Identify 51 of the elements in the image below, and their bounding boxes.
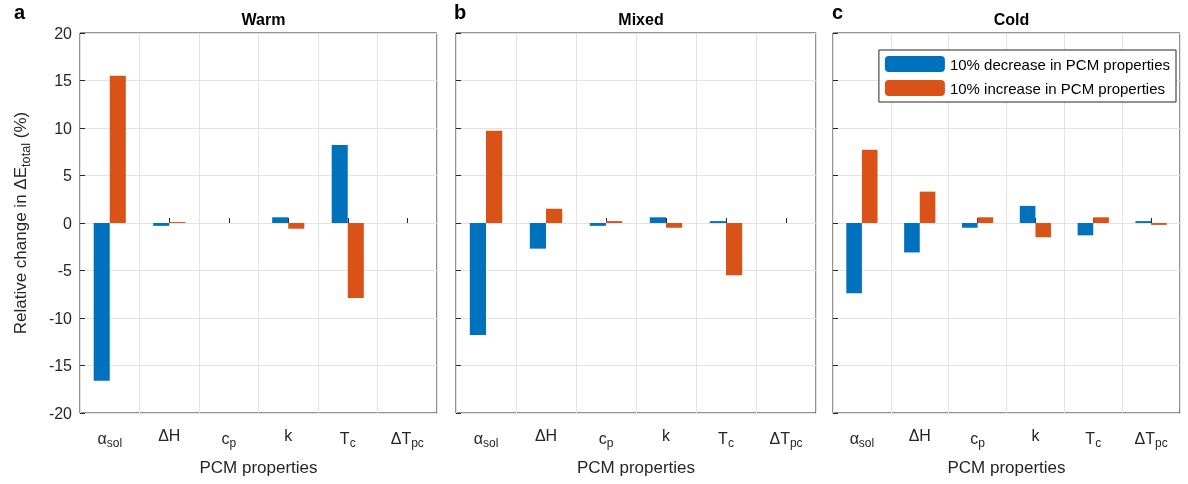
bar <box>726 223 743 276</box>
bar <box>486 130 503 223</box>
x-tick-label: k <box>1031 426 1041 444</box>
chart-title: Mixed <box>618 10 664 28</box>
bar <box>666 223 683 228</box>
bar <box>977 217 994 223</box>
y-tick-label: -15 <box>48 357 73 374</box>
text: a <box>14 1 26 23</box>
bar <box>846 223 862 294</box>
bar <box>1093 217 1109 223</box>
bar <box>153 223 170 226</box>
legend-label: 10% increase in PCM properties <box>949 79 1165 97</box>
legend-label: 10% decrease in PCM properties <box>949 55 1170 73</box>
chart-title: Warm <box>241 10 286 28</box>
bar <box>272 217 289 223</box>
x-axis-title: PCM properties <box>576 458 696 477</box>
bar <box>1077 223 1094 236</box>
bar <box>649 217 666 223</box>
x-tick-label: k <box>284 426 294 444</box>
chart-title: Cold <box>993 10 1030 28</box>
x-tick-label: ΔH <box>534 426 558 444</box>
bar <box>288 223 305 229</box>
text: c <box>832 1 844 23</box>
y-tick-label: 20 <box>54 24 73 42</box>
bar <box>589 223 606 226</box>
bar <box>546 208 563 223</box>
x-axis-title: PCM properties <box>199 458 318 477</box>
y-tick-label: -10 <box>48 309 73 327</box>
y-tick-label: 10 <box>54 119 73 137</box>
bar <box>904 223 920 253</box>
bar <box>331 145 348 223</box>
bar <box>1019 205 1036 223</box>
bar <box>961 223 978 228</box>
bar <box>919 191 936 223</box>
bar <box>469 223 486 336</box>
y-tick-label: 0 <box>63 214 73 232</box>
x-axis-title: PCM properties <box>947 458 1066 477</box>
bar <box>1035 223 1052 238</box>
x-tick-label: k <box>662 426 671 444</box>
bar <box>109 75 126 223</box>
bar <box>93 223 110 381</box>
text: b <box>454 1 467 23</box>
y-tick-label: -5 <box>57 262 73 279</box>
x-tick-label: ΔH <box>908 426 931 444</box>
y-tick-label: -20 <box>48 404 73 422</box>
y-tick-label: 15 <box>54 72 73 89</box>
bar <box>347 223 364 299</box>
y-tick-label: 5 <box>63 167 73 184</box>
x-tick-label: ΔH <box>158 426 181 444</box>
bar <box>529 223 546 249</box>
bar <box>861 149 878 223</box>
